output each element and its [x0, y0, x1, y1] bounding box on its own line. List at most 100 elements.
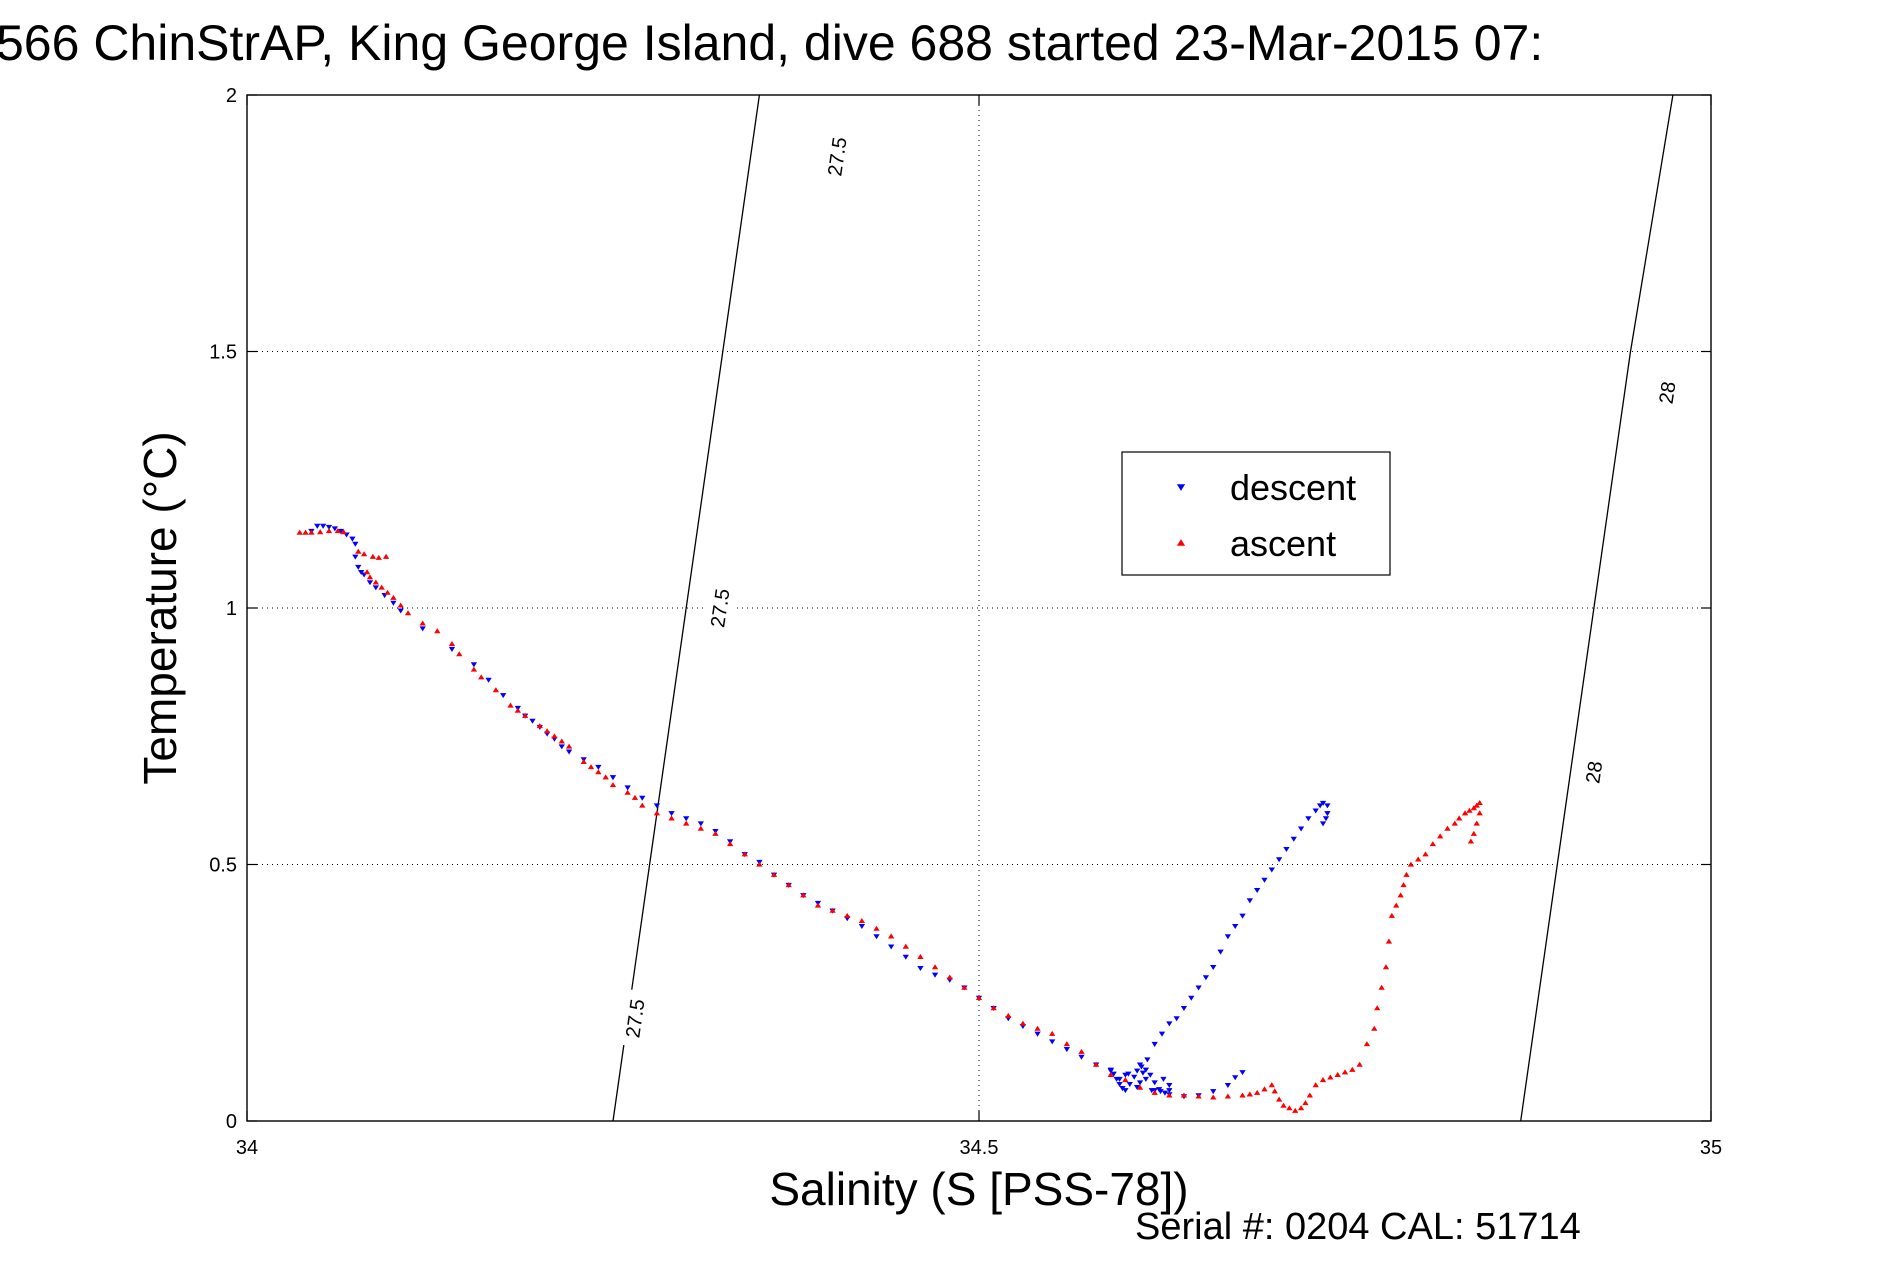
- ascent-point: [434, 628, 441, 634]
- ascent-point: [653, 810, 661, 816]
- y-tick-label: 0: [226, 1111, 237, 1133]
- ascent-point: [1327, 1074, 1334, 1080]
- ascent-point: [514, 707, 521, 713]
- descent-point: [331, 526, 338, 532]
- ascent-point: [587, 764, 595, 770]
- descent-point: [1139, 1070, 1147, 1076]
- descent-point: [1147, 1072, 1154, 1078]
- descent-point: [319, 523, 327, 529]
- ascent-point: [712, 830, 719, 836]
- ascent-point: [536, 723, 543, 729]
- ascent-point: [334, 528, 341, 534]
- contour-label: 28: [1656, 380, 1681, 405]
- ascent-point: [565, 743, 573, 749]
- descent-point: [500, 693, 507, 699]
- ascent-point: [1019, 1020, 1027, 1026]
- contour-label-gap: [618, 988, 652, 1048]
- descent-point: [1049, 1039, 1056, 1045]
- ascent-point: [397, 602, 404, 608]
- plot-area: [246, 94, 1712, 1122]
- descent-point: [1142, 1076, 1150, 1082]
- descent-point: [1254, 888, 1261, 894]
- ascent-point: [609, 782, 617, 788]
- ascent-point: [902, 943, 909, 949]
- ascent-point: [1473, 802, 1480, 808]
- descent-point: [1142, 1067, 1150, 1073]
- series-ascent: [296, 528, 1483, 1113]
- ascent-point: [1393, 902, 1400, 908]
- ascent-point: [558, 738, 565, 744]
- descent-point: [1283, 846, 1290, 853]
- ascent-point: [1349, 1066, 1356, 1072]
- ascent-point: [1378, 984, 1385, 990]
- descent-point: [1268, 867, 1275, 873]
- legend-label-ascent: ascent: [1230, 523, 1336, 564]
- ascent-point: [1334, 1071, 1341, 1077]
- ascent-point: [1374, 1005, 1381, 1011]
- descent-point: [358, 569, 365, 575]
- descent-point: [529, 718, 536, 724]
- ascent-point: [726, 841, 734, 847]
- y-tick-label: 2: [226, 85, 237, 107]
- ascent-point: [1429, 841, 1436, 847]
- descent-point: [325, 524, 333, 530]
- grid-lines: [247, 95, 1711, 1121]
- descent-point: [372, 585, 379, 591]
- ascent-point: [1473, 820, 1480, 826]
- ascent-point: [1470, 805, 1477, 811]
- ascent-point: [1476, 800, 1483, 806]
- descent-point: [1158, 1031, 1166, 1037]
- legend-box: [1121, 451, 1391, 576]
- ascent-point: [770, 871, 778, 877]
- descent-point: [609, 775, 617, 781]
- descent-point: [470, 662, 478, 668]
- descent-point: [1312, 808, 1319, 814]
- contour-label: 27.5: [707, 587, 734, 629]
- x-tick-label: 34.5: [960, 1137, 999, 1159]
- ascent-point: [1286, 1105, 1293, 1111]
- descent-point: [902, 954, 909, 960]
- ascent-point: [1107, 1071, 1114, 1077]
- descent-point: [1136, 1062, 1144, 1068]
- descent-point: [1297, 826, 1305, 832]
- ascent-point: [975, 994, 983, 1000]
- ascent-point: [1422, 851, 1429, 857]
- ascent-point: [355, 548, 362, 554]
- contour-label-gap: [1576, 742, 1611, 802]
- descent-point: [1166, 1082, 1173, 1088]
- ascent-point: [1407, 861, 1415, 867]
- descent-point: [1319, 800, 1327, 806]
- descent-point: [917, 966, 924, 972]
- ascent-point: [384, 589, 391, 595]
- ascent-point: [580, 758, 587, 765]
- contour-label: 27.5: [622, 998, 649, 1040]
- contour-label: 28: [1582, 760, 1607, 785]
- descent-point: [1131, 1074, 1138, 1080]
- ascent-point: [1239, 1092, 1246, 1098]
- ascent-point: [1306, 1092, 1314, 1098]
- ascent-point: [1400, 882, 1407, 888]
- descent-point: [1275, 857, 1283, 863]
- descent-point: [697, 821, 704, 827]
- axis-ticks: 34 34.5 35 0 0.5 1 1.5 2: [209, 85, 1722, 1159]
- ascent-point: [917, 953, 924, 959]
- ascent-point: [602, 774, 609, 780]
- legend-marker-ascent: [1176, 539, 1186, 546]
- descent-point: [1224, 1082, 1232, 1088]
- descent-point: [1232, 923, 1239, 929]
- ascent-point: [1356, 1061, 1363, 1067]
- ascent-point: [448, 641, 456, 647]
- descent-point: [1166, 1088, 1173, 1094]
- descent-point: [1239, 1070, 1246, 1076]
- contour-label-gap: [820, 127, 854, 187]
- legend-descent-triangle: [1176, 484, 1186, 491]
- descent-point: [1125, 1071, 1132, 1077]
- ascent-point: [1166, 1092, 1173, 1098]
- descent-point: [352, 554, 359, 560]
- ascent-point: [507, 702, 514, 708]
- ascent-point: [800, 892, 807, 898]
- ascent-point: [1319, 1077, 1327, 1083]
- ascent-point: [390, 594, 397, 600]
- ascent-point: [470, 666, 478, 672]
- descent-point: [1151, 1041, 1158, 1047]
